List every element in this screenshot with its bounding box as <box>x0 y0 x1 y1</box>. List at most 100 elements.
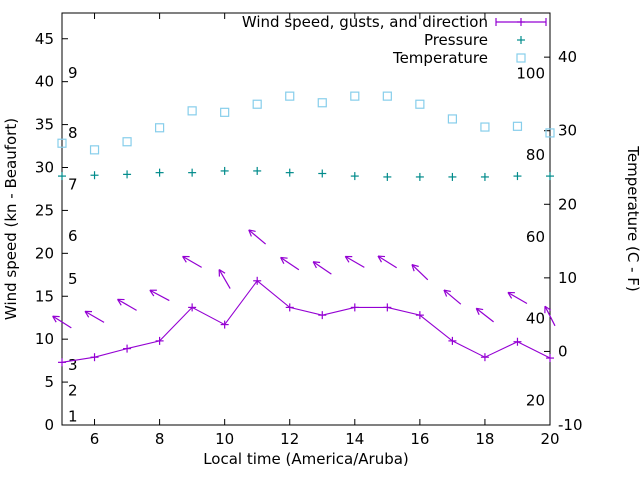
temperature-series <box>57 91 555 155</box>
beaufort-label: 8 <box>68 124 78 142</box>
wind-arrow-head <box>476 307 484 311</box>
temperature-point <box>480 122 490 132</box>
y-right-tick-label: -10 <box>558 416 583 434</box>
wind-direction-arrow <box>117 298 137 311</box>
wind-direction-arrow <box>312 261 332 275</box>
temperature-point <box>415 99 425 109</box>
fahrenheit-label: 20 <box>526 391 545 409</box>
wind-arrow-head <box>84 311 90 318</box>
y-left-tick-label: 35 <box>35 116 54 134</box>
y-right-axis-title: Temperature (C - F) <box>624 145 640 292</box>
x-axis: 6 8 10 12 14 16 18 20 <box>90 13 560 448</box>
wind-direction-arrow <box>544 305 556 327</box>
temperature-point <box>57 138 67 148</box>
x-tick-label: 14 <box>345 430 364 448</box>
wind-arrow-head <box>218 269 226 274</box>
beaufort-label: 5 <box>68 270 78 288</box>
x-tick-label: 18 <box>475 430 494 448</box>
wind-arrow-head <box>313 261 321 264</box>
wind-direction-arrow <box>344 255 365 268</box>
wind-arrow-head <box>182 256 187 263</box>
temperature-point <box>317 98 327 108</box>
legend-label: Pressure <box>424 31 488 49</box>
wind-arrow-head <box>280 257 285 264</box>
fahrenheit-label: 60 <box>526 228 545 246</box>
temperature-point <box>89 145 100 155</box>
wind-arrow-head <box>149 289 155 297</box>
wind-arrow-head <box>312 261 317 269</box>
wind-arrow-head <box>544 305 552 311</box>
y-right-axis: -10 0 10 20 30 40 <box>544 48 583 434</box>
temperature-point <box>382 91 392 101</box>
temperature-point <box>512 121 523 131</box>
legend-label: Temperature <box>392 49 488 67</box>
wind-speed-line <box>61 280 551 363</box>
y-left-tick-label: 15 <box>35 287 54 305</box>
temperature-point <box>187 106 197 116</box>
y-left-tick-label: 0 <box>44 416 54 434</box>
y-right-tick-label: 20 <box>558 195 577 213</box>
wind-arrow-head <box>411 263 419 268</box>
temperature-point <box>220 107 230 117</box>
wind-direction-arrow <box>248 229 267 245</box>
x-tick-label: 6 <box>90 430 100 448</box>
beaufort-label: 9 <box>68 64 78 82</box>
temperature-point <box>447 114 457 124</box>
wind-arrow-head <box>475 308 480 315</box>
wind-arrow-head <box>377 255 383 263</box>
wind-arrow-head <box>443 289 448 297</box>
x-axis-title: Local time (America/Aruba) <box>203 450 409 468</box>
beaufort-labels: 1 2 3 5 6 7 8 9 <box>68 64 78 425</box>
y-left-tick-label: 30 <box>35 159 54 177</box>
fahrenheit-label: 40 <box>526 310 545 328</box>
fahrenheit-label: 80 <box>526 146 545 164</box>
wind-direction-arrow <box>218 269 231 289</box>
legend: Wind speed, gusts, and directionPressure… <box>242 13 547 67</box>
x-tick-label: 12 <box>280 430 299 448</box>
wind-direction-arrow <box>377 255 397 269</box>
x-tick-label: 20 <box>540 430 559 448</box>
y-left-tick-label: 40 <box>35 73 54 91</box>
y-right-tick-label: 30 <box>558 122 577 140</box>
legend-label: Wind speed, gusts, and direction <box>242 13 488 31</box>
temperature-point <box>252 99 262 109</box>
wind-direction-arrow <box>84 310 105 323</box>
wind-arrow-head <box>411 264 415 272</box>
fahrenheit-label: 100 <box>516 64 545 82</box>
beaufort-label: 2 <box>68 382 78 400</box>
wind-arrow-head <box>443 289 451 293</box>
temperature-point <box>122 137 132 147</box>
wind-direction-arrow <box>411 264 429 281</box>
wind-arrow-head <box>248 229 252 237</box>
pressure-series <box>58 166 554 181</box>
y-right-tick-label: 40 <box>558 48 577 66</box>
wind-series <box>52 229 556 367</box>
x-tick-label: 10 <box>215 430 234 448</box>
wind-arrow-head <box>117 299 122 306</box>
y-left-axis: 0 5 10 15 20 25 30 35 40 45 <box>35 30 68 434</box>
beaufort-label: 6 <box>68 227 78 245</box>
wind-direction-arrow <box>443 289 462 305</box>
legend-sample-square <box>516 53 526 63</box>
y-left-axis-title: Wind speed (kn - Beaufort) <box>2 118 20 320</box>
wind-arrow-head <box>344 256 350 263</box>
wind-direction-arrow <box>52 315 72 329</box>
fahrenheit-labels: 20 40 60 80 100 <box>516 64 545 409</box>
temperature-point <box>285 91 295 101</box>
wind-arrow-head <box>52 315 57 323</box>
wind-direction-arrow <box>182 255 202 268</box>
wind-arrow-head <box>248 229 256 232</box>
beaufort-label: 7 <box>68 176 78 194</box>
y-left-tick-label: 25 <box>35 201 54 219</box>
y-right-tick-label: 0 <box>558 342 568 360</box>
y-right-tick-label: 10 <box>558 269 577 287</box>
beaufort-label: 1 <box>68 407 78 425</box>
plot-border <box>61 12 551 426</box>
wind-direction-arrow <box>149 289 170 302</box>
y-left-tick-label: 20 <box>35 244 54 262</box>
temperature-point <box>350 91 360 101</box>
wind-arrow-head <box>280 256 288 259</box>
wind-direction-arrow <box>507 291 528 304</box>
